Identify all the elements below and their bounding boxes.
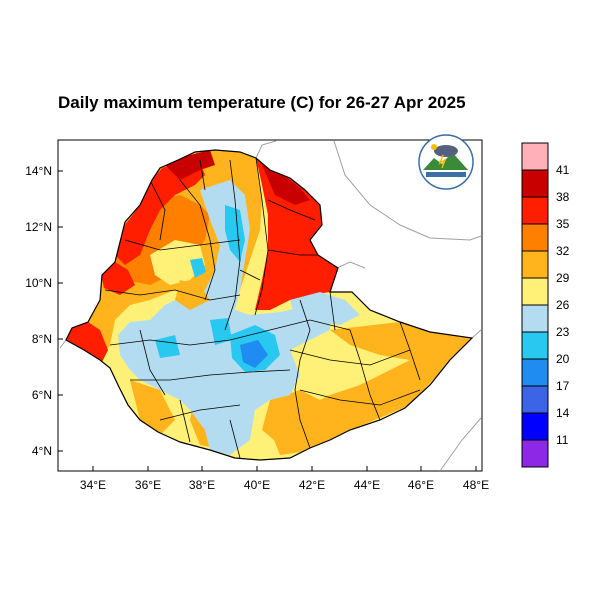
- axis-ticks: [58, 170, 477, 471]
- lon-tick-label: 36°E: [135, 478, 161, 492]
- colorbar-swatch: [521, 169, 549, 198]
- lat-tick-labels: 14°N 12°N 10°N 8°N 6°N 4°N: [25, 164, 52, 458]
- colorbar-swatch: [521, 250, 549, 279]
- colorbar-swatch: [521, 223, 549, 252]
- colorbar-label: 38: [556, 190, 570, 204]
- colorbar-label: 26: [556, 298, 570, 312]
- colorbar-swatch: [521, 358, 549, 387]
- colorbar-label: 29: [556, 271, 570, 285]
- colorbar-label: 11: [556, 433, 569, 447]
- lon-tick-label: 42°E: [299, 478, 325, 492]
- colorbar-label: 23: [556, 325, 570, 339]
- colorbar-label: 20: [556, 352, 570, 366]
- lat-tick-label: 8°N: [32, 332, 52, 346]
- lat-tick-label: 10°N: [25, 276, 52, 290]
- colorbar-swatch: [521, 439, 549, 468]
- colorbar-swatch: [521, 385, 549, 414]
- temperature-field: [66, 150, 472, 460]
- lat-tick-label: 6°N: [32, 388, 52, 402]
- colorbar-label: 41: [556, 163, 570, 177]
- lon-tick-label: 38°E: [189, 478, 215, 492]
- colorbar-label: 17: [556, 379, 570, 393]
- colorbar-swatch: [521, 277, 549, 306]
- lon-tick-label: 48°E: [463, 478, 489, 492]
- colorbar-swatch: [521, 331, 549, 360]
- admin-boundaries: [104, 157, 421, 459]
- lon-tick-label: 44°E: [354, 478, 380, 492]
- colorbar-label: 35: [556, 217, 570, 231]
- colorbar-label: 14: [556, 406, 570, 420]
- colorbar-label: 32: [556, 244, 570, 258]
- colorbar: [521, 142, 549, 468]
- lon-tick-label: 46°E: [408, 478, 434, 492]
- institute-logo: [418, 134, 474, 190]
- neighbour-borders: [59, 140, 482, 472]
- colorbar-labels: 41 38 35 32 29 26 23 20 17 14 11: [556, 163, 570, 447]
- lat-tick-label: 4°N: [32, 444, 52, 458]
- lon-tick-label: 34°E: [80, 478, 106, 492]
- lat-tick-label: 12°N: [25, 220, 52, 234]
- lat-tick-label: 14°N: [25, 164, 52, 178]
- colorbar-swatch: [521, 304, 549, 333]
- lon-tick-label: 40°E: [244, 478, 270, 492]
- colorbar-swatch: [521, 412, 549, 441]
- colorbar-swatch: [521, 196, 549, 225]
- country-outline: [65, 149, 474, 461]
- lon-tick-labels: 34°E 36°E 38°E 40°E 42°E 44°E 46°E 48°E: [80, 478, 489, 492]
- colorbar-swatch: [521, 142, 549, 171]
- map-title: Daily maximum temperature (C) for 26-27 …: [58, 93, 466, 112]
